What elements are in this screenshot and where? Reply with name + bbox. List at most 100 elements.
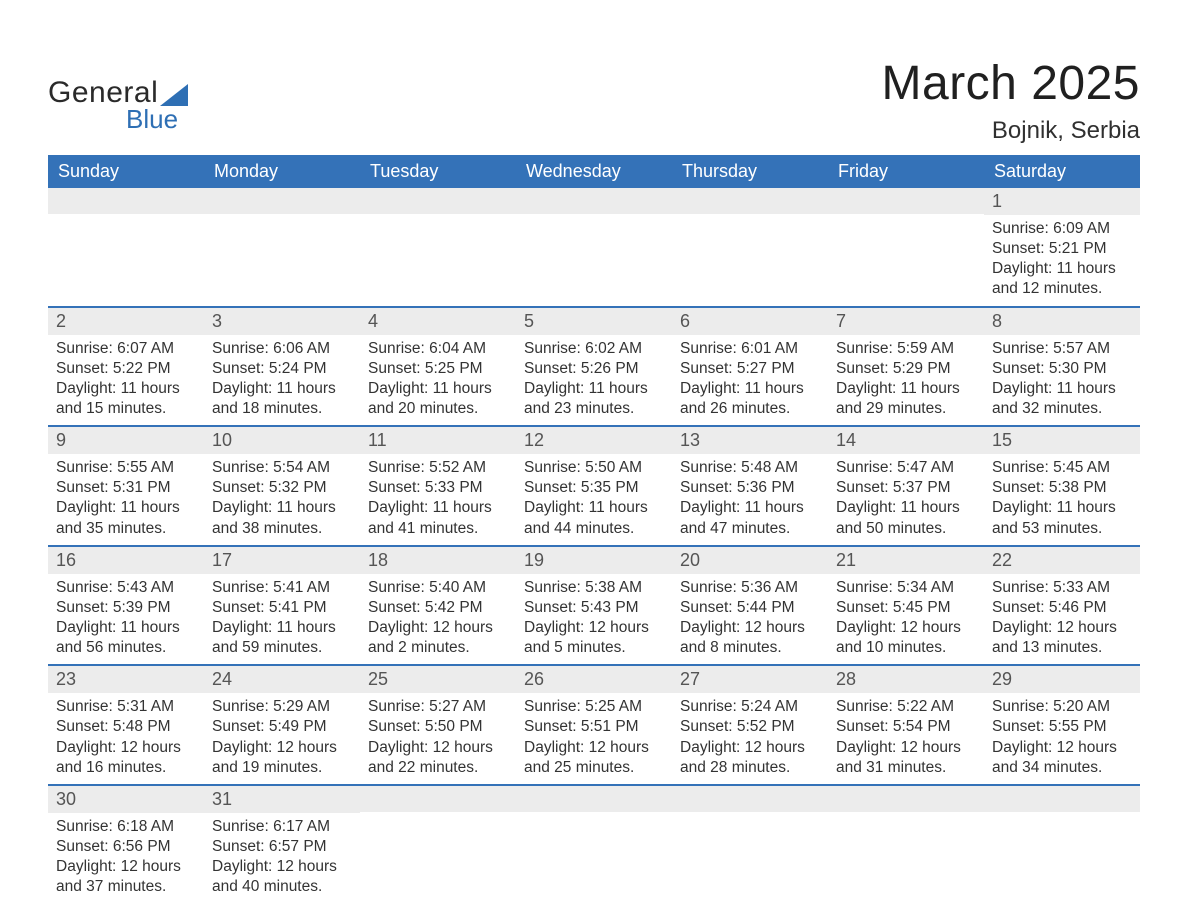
- weeks-container: 1Sunrise: 6:09 AMSunset: 5:21 PMDaylight…: [48, 188, 1140, 903]
- day-body: Sunrise: 5:50 AMSunset: 5:35 PMDaylight:…: [516, 454, 672, 545]
- day-day2: and 22 minutes.: [368, 758, 508, 778]
- day-day2: and 37 minutes.: [56, 877, 196, 897]
- day-cell: [672, 188, 828, 306]
- day-cell: 10Sunrise: 5:54 AMSunset: 5:32 PMDayligh…: [204, 427, 360, 545]
- day-cell: 15Sunrise: 5:45 AMSunset: 5:38 PMDayligh…: [984, 427, 1140, 545]
- day-day2: and 53 minutes.: [992, 519, 1132, 539]
- day-day2: and 59 minutes.: [212, 638, 352, 658]
- day-day1: Daylight: 12 hours: [680, 738, 820, 758]
- day-number: 5: [516, 308, 672, 335]
- day-sunset: Sunset: 5:41 PM: [212, 598, 352, 618]
- day-number: 12: [516, 427, 672, 454]
- logo-text-blue: Blue: [126, 104, 188, 135]
- day-number: [828, 786, 984, 812]
- day-sunrise: Sunrise: 6:09 AM: [992, 219, 1132, 239]
- day-sunrise: Sunrise: 6:04 AM: [368, 339, 508, 359]
- day-cell: 19Sunrise: 5:38 AMSunset: 5:43 PMDayligh…: [516, 547, 672, 665]
- weekday-header-row: Sunday Monday Tuesday Wednesday Thursday…: [48, 155, 1140, 188]
- logo: General Blue: [48, 76, 188, 135]
- day-number: [516, 188, 672, 214]
- day-body: Sunrise: 5:31 AMSunset: 5:48 PMDaylight:…: [48, 693, 204, 784]
- day-sunset: Sunset: 5:55 PM: [992, 717, 1132, 737]
- day-day2: and 34 minutes.: [992, 758, 1132, 778]
- calendar: Sunday Monday Tuesday Wednesday Thursday…: [48, 155, 1140, 903]
- day-day1: Daylight: 12 hours: [212, 857, 352, 877]
- day-body: [516, 214, 672, 292]
- day-sunrise: Sunrise: 6:17 AM: [212, 817, 352, 837]
- day-sunset: Sunset: 5:31 PM: [56, 478, 196, 498]
- day-day1: Daylight: 11 hours: [212, 379, 352, 399]
- day-sunrise: Sunrise: 5:55 AM: [56, 458, 196, 478]
- day-sunrise: Sunrise: 5:24 AM: [680, 697, 820, 717]
- day-day2: and 35 minutes.: [56, 519, 196, 539]
- day-sunset: Sunset: 5:50 PM: [368, 717, 508, 737]
- day-body: [672, 214, 828, 292]
- day-day2: and 50 minutes.: [836, 519, 976, 539]
- day-number: 10: [204, 427, 360, 454]
- day-day2: and 2 minutes.: [368, 638, 508, 658]
- day-sunrise: Sunrise: 5:25 AM: [524, 697, 664, 717]
- day-day1: Daylight: 11 hours: [212, 498, 352, 518]
- day-body: Sunrise: 5:38 AMSunset: 5:43 PMDaylight:…: [516, 574, 672, 665]
- day-sunset: Sunset: 5:26 PM: [524, 359, 664, 379]
- day-sunrise: Sunrise: 5:57 AM: [992, 339, 1132, 359]
- day-body: Sunrise: 5:34 AMSunset: 5:45 PMDaylight:…: [828, 574, 984, 665]
- day-cell: [516, 786, 672, 904]
- day-body: Sunrise: 5:27 AMSunset: 5:50 PMDaylight:…: [360, 693, 516, 784]
- weekday-header: Tuesday: [360, 155, 516, 188]
- day-cell: 4Sunrise: 6:04 AMSunset: 5:25 PMDaylight…: [360, 308, 516, 426]
- day-sunset: Sunset: 5:42 PM: [368, 598, 508, 618]
- day-day2: and 13 minutes.: [992, 638, 1132, 658]
- day-number: 15: [984, 427, 1140, 454]
- day-number: 9: [48, 427, 204, 454]
- day-sunrise: Sunrise: 5:43 AM: [56, 578, 196, 598]
- day-day2: and 25 minutes.: [524, 758, 664, 778]
- day-body: Sunrise: 5:20 AMSunset: 5:55 PMDaylight:…: [984, 693, 1140, 784]
- day-sunrise: Sunrise: 5:52 AM: [368, 458, 508, 478]
- day-day1: Daylight: 11 hours: [368, 379, 508, 399]
- day-cell: 21Sunrise: 5:34 AMSunset: 5:45 PMDayligh…: [828, 547, 984, 665]
- day-sunrise: Sunrise: 5:59 AM: [836, 339, 976, 359]
- day-cell: 14Sunrise: 5:47 AMSunset: 5:37 PMDayligh…: [828, 427, 984, 545]
- day-number: 26: [516, 666, 672, 693]
- day-sunset: Sunset: 5:49 PM: [212, 717, 352, 737]
- day-body: Sunrise: 5:54 AMSunset: 5:32 PMDaylight:…: [204, 454, 360, 545]
- day-day2: and 47 minutes.: [680, 519, 820, 539]
- day-body: Sunrise: 5:29 AMSunset: 5:49 PMDaylight:…: [204, 693, 360, 784]
- day-day2: and 10 minutes.: [836, 638, 976, 658]
- day-number: 28: [828, 666, 984, 693]
- day-sunrise: Sunrise: 5:36 AM: [680, 578, 820, 598]
- day-day1: Daylight: 12 hours: [836, 618, 976, 638]
- day-day1: Daylight: 11 hours: [836, 498, 976, 518]
- day-body: Sunrise: 5:48 AMSunset: 5:36 PMDaylight:…: [672, 454, 828, 545]
- day-body: [828, 214, 984, 292]
- day-sunset: Sunset: 5:33 PM: [368, 478, 508, 498]
- day-cell: 27Sunrise: 5:24 AMSunset: 5:52 PMDayligh…: [672, 666, 828, 784]
- day-number: [984, 786, 1140, 812]
- day-day1: Daylight: 12 hours: [56, 857, 196, 877]
- day-sunrise: Sunrise: 5:20 AM: [992, 697, 1132, 717]
- day-day1: Daylight: 11 hours: [836, 379, 976, 399]
- day-sunrise: Sunrise: 5:29 AM: [212, 697, 352, 717]
- day-body: Sunrise: 5:59 AMSunset: 5:29 PMDaylight:…: [828, 335, 984, 426]
- day-body: [984, 812, 1140, 890]
- day-day2: and 40 minutes.: [212, 877, 352, 897]
- day-body: Sunrise: 5:55 AMSunset: 5:31 PMDaylight:…: [48, 454, 204, 545]
- day-sunset: Sunset: 5:25 PM: [368, 359, 508, 379]
- day-number: [672, 786, 828, 812]
- day-sunrise: Sunrise: 5:47 AM: [836, 458, 976, 478]
- day-cell: 29Sunrise: 5:20 AMSunset: 5:55 PMDayligh…: [984, 666, 1140, 784]
- title-block: March 2025 Bojnik, Serbia: [882, 56, 1140, 145]
- day-body: Sunrise: 5:43 AMSunset: 5:39 PMDaylight:…: [48, 574, 204, 665]
- day-number: [360, 786, 516, 812]
- day-cell: 13Sunrise: 5:48 AMSunset: 5:36 PMDayligh…: [672, 427, 828, 545]
- day-number: 29: [984, 666, 1140, 693]
- weekday-header: Monday: [204, 155, 360, 188]
- day-body: Sunrise: 5:36 AMSunset: 5:44 PMDaylight:…: [672, 574, 828, 665]
- day-number: 27: [672, 666, 828, 693]
- day-day2: and 23 minutes.: [524, 399, 664, 419]
- day-cell: 7Sunrise: 5:59 AMSunset: 5:29 PMDaylight…: [828, 308, 984, 426]
- day-sunset: Sunset: 5:48 PM: [56, 717, 196, 737]
- day-day1: Daylight: 12 hours: [992, 738, 1132, 758]
- day-sunset: Sunset: 5:51 PM: [524, 717, 664, 737]
